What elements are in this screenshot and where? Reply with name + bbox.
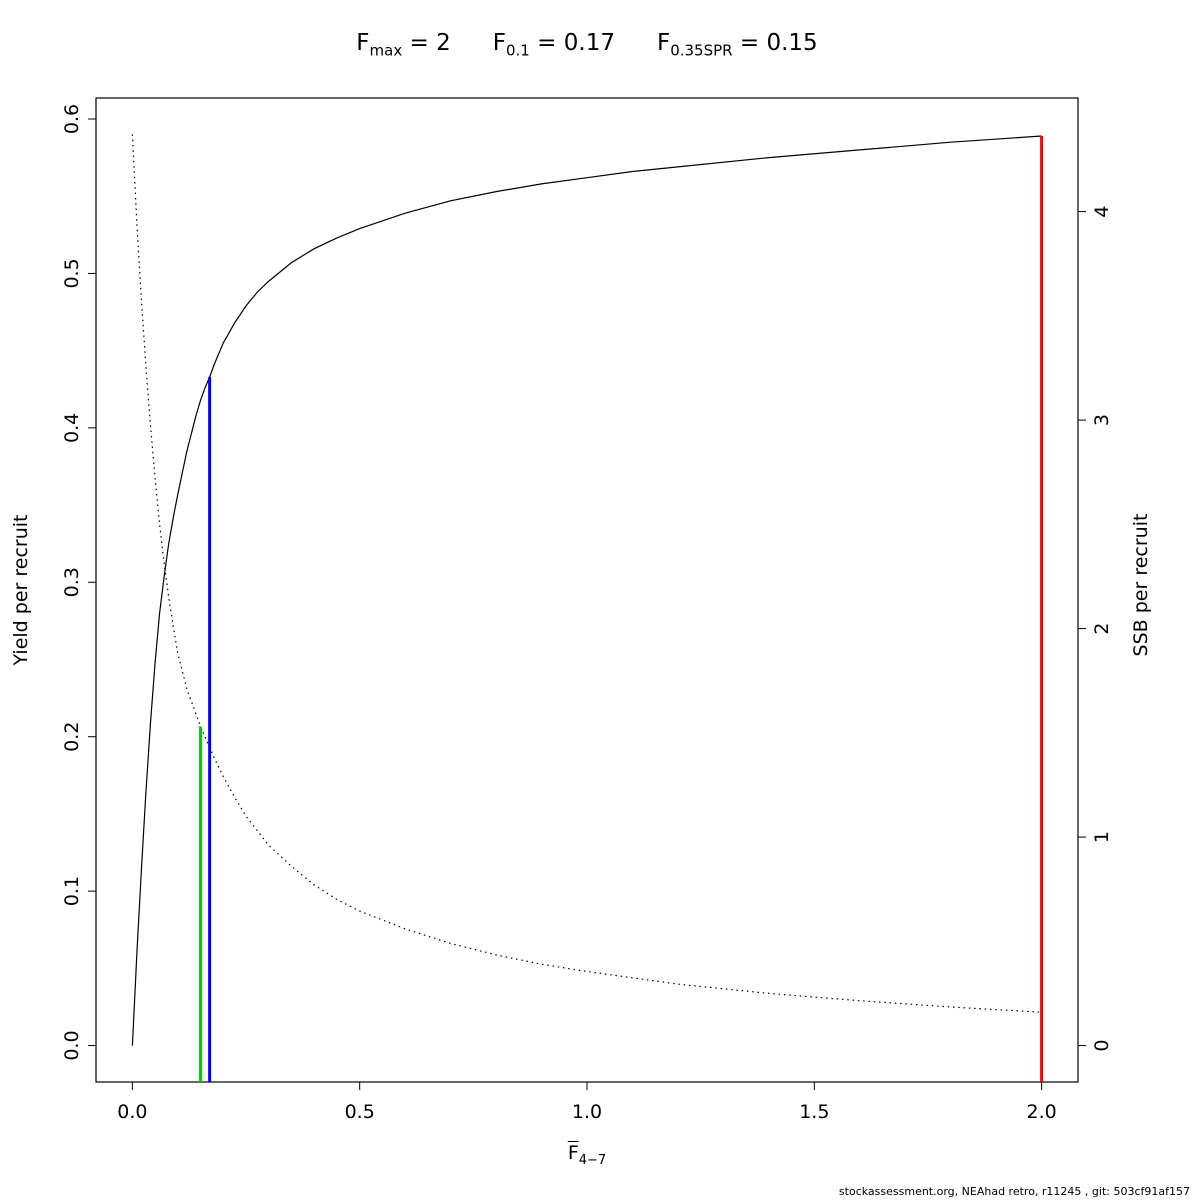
x-tick-label: 0.0 [117,1101,147,1123]
y-left-tick-label: 0.6 [61,104,83,134]
y-right-tick-label: 3 [1091,414,1113,426]
plot-box [95,97,1079,1083]
x-tick-label: 0.5 [345,1101,375,1123]
y-left-tick-label: 0.5 [61,258,83,288]
x-tick-label: 2.0 [1027,1101,1057,1123]
y-right-tick-label: 2 [1091,623,1113,635]
y-left-tick-label: 0.0 [61,1030,83,1060]
title-fmax: Fmax = 2 [356,30,451,60]
x-tick-label: 1.5 [799,1101,829,1123]
title-f01: F0.1 = 0.17 [492,30,615,60]
x-axis-label: F4−7 [567,1142,607,1168]
y-axis-label-right: SSB per recruit [1130,513,1152,657]
y-right-tick-label: 0 [1091,1040,1113,1052]
series-yield-per-recruit [131,135,1042,1046]
y-left-tick-label: 0.3 [61,567,83,597]
x-tick-label: 1.0 [572,1101,602,1123]
y-axis-label-left: Yield per recruit [10,514,32,666]
y-right-tick-label: 4 [1091,206,1113,218]
footer-attribution: stockassessment.org, NEAhad retro, r1124… [838,1185,1190,1198]
title-f035spr: F0.35SPR = 0.15 [656,30,818,60]
y-right-tick-label: 1 [1091,831,1113,843]
y-left-tick-label: 0.4 [61,413,83,443]
plot-title: Fmax = 2 F0.1 = 0.17 F0.35SPR = 0.15 [356,30,817,60]
y-left-tick-label: 0.1 [61,876,83,906]
y-left-tick-label: 0.2 [61,722,83,752]
series-ssb-per-recruit [131,134,1042,1013]
